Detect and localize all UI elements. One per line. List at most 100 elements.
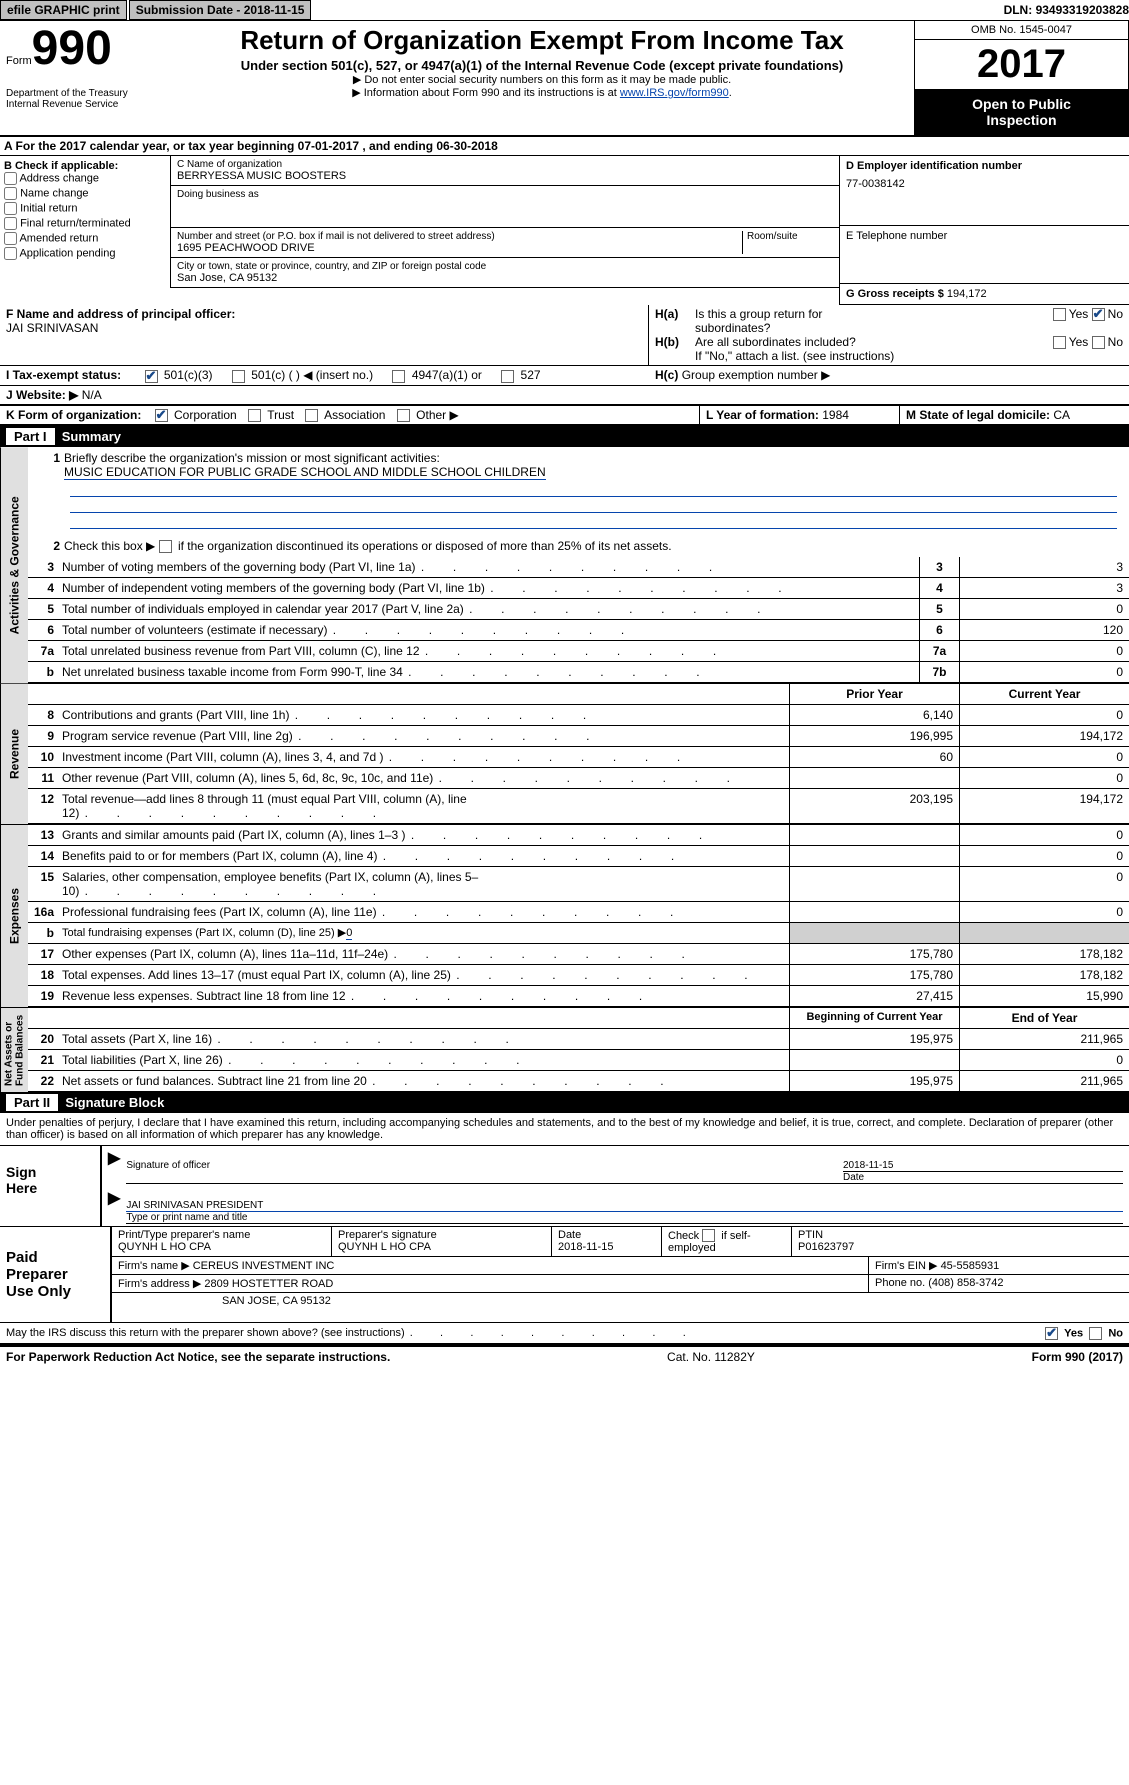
hb-no-checkbox[interactable] xyxy=(1092,336,1105,349)
city-value: San Jose, CA 95132 xyxy=(177,272,833,284)
irs-link[interactable]: www.IRS.gov/form990 xyxy=(620,87,729,99)
chk-discontinued[interactable] xyxy=(159,540,172,553)
chk-4947[interactable] xyxy=(392,370,405,383)
line-box: 3 xyxy=(919,557,959,577)
dba-label: Doing business as xyxy=(177,189,833,200)
line-16a: 16a Professional fundraising fees (Part … xyxy=(28,902,1129,923)
j-label: J Website: ▶ xyxy=(6,388,78,402)
form-footer: Form 990 (2017) xyxy=(1032,1350,1123,1364)
line-num: 14 xyxy=(28,846,58,866)
submission-button[interactable]: Submission Date - 2018-11-15 xyxy=(129,0,312,20)
prep-name: QUYNH L HO CPA xyxy=(118,1241,325,1253)
chk-501c[interactable] xyxy=(232,370,245,383)
fundraising-exp: 0 xyxy=(346,927,352,940)
chk-label: Name change xyxy=(20,187,89,199)
firm-ein-label: Firm's EIN ▶ xyxy=(875,1260,941,1272)
no-label: No xyxy=(1108,1328,1123,1340)
chk-trust[interactable] xyxy=(248,409,261,422)
address-label: Number and street (or P.O. box if mail i… xyxy=(177,231,738,242)
line-15: 15 Salaries, other compensation, employe… xyxy=(28,867,1129,902)
phone-value: (408) 858-3742 xyxy=(928,1277,1003,1289)
part2-label: Part II xyxy=(6,1094,58,1111)
dln-label: DLN: xyxy=(1004,3,1036,17)
chk-application-pending[interactable]: Application pending xyxy=(4,247,166,260)
line-14: 14 Benefits paid to or for members (Part… xyxy=(28,846,1129,867)
line-text: Grants and similar amounts paid (Part IX… xyxy=(58,825,789,845)
line-num: 11 xyxy=(28,768,58,788)
mission-text: MUSIC EDUCATION FOR PUBLIC GRADE SCHOOL … xyxy=(64,465,546,480)
line-text: Revenue less expenses. Subtract line 18 … xyxy=(58,986,789,1006)
governance-tab: Activities & Governance xyxy=(0,447,28,683)
current-value: 0 xyxy=(959,747,1129,767)
line-text: Other revenue (Part VIII, column (A), li… xyxy=(58,768,789,788)
discuss-yes-checkbox[interactable] xyxy=(1045,1327,1058,1340)
line-9: 9 Program service revenue (Part VIII, li… xyxy=(28,726,1129,747)
ha-no-checkbox[interactable] xyxy=(1092,308,1105,321)
current-year-header: Current Year xyxy=(959,684,1129,704)
line-num: 18 xyxy=(28,965,58,985)
line-value: 120 xyxy=(959,620,1129,640)
declaration-text: Under penalties of perjury, I declare th… xyxy=(0,1113,1129,1146)
firm-name-label: Firm's name ▶ xyxy=(118,1260,193,1272)
prior-value: 195,975 xyxy=(789,1029,959,1049)
chk-other[interactable] xyxy=(397,409,410,422)
line-text: Total number of volunteers (estimate if … xyxy=(58,620,919,640)
line-text: Total assets (Part X, line 16) xyxy=(58,1029,789,1049)
discuss-no-checkbox[interactable] xyxy=(1089,1327,1102,1340)
line-5: 5 Total number of individuals employed i… xyxy=(28,599,1129,620)
chk-label: Application pending xyxy=(19,247,115,259)
prior-value xyxy=(789,902,959,922)
efile-button[interactable]: efile GRAPHIC print xyxy=(0,0,127,20)
col-d-ein: D Employer identification number 77-0038… xyxy=(839,156,1129,305)
chk-527[interactable] xyxy=(501,370,514,383)
line-text: Total number of individuals employed in … xyxy=(58,599,919,619)
ein-label: D Employer identification number xyxy=(846,160,1123,172)
dba-cell: Doing business as xyxy=(170,186,839,228)
page-footer: For Paperwork Reduction Act Notice, see … xyxy=(0,1345,1129,1367)
sig-date: 2018-11-15 xyxy=(843,1160,1123,1172)
line2-text: Check this box ▶ if the organization dis… xyxy=(64,539,672,553)
col-b-checkboxes: B Check if applicable: Address change Na… xyxy=(0,156,170,305)
signature-block: Under penalties of perjury, I declare th… xyxy=(0,1113,1129,1345)
chk-initial-return[interactable]: Initial return xyxy=(4,202,166,215)
line-num: b xyxy=(28,662,58,682)
form-subtitle: Under section 501(c), 527, or 4947(a)(1)… xyxy=(176,58,908,73)
line-text: Benefits paid to or for members (Part IX… xyxy=(58,846,789,866)
current-value: 0 xyxy=(959,867,1129,901)
hb-yes-checkbox[interactable] xyxy=(1053,336,1066,349)
line-num: 22 xyxy=(28,1071,58,1091)
ptin-label: PTIN xyxy=(798,1229,1123,1241)
chk-amended-return[interactable]: Amended return xyxy=(4,232,166,245)
line-3: 3 Number of voting members of the govern… xyxy=(28,557,1129,578)
tel-cell: E Telephone number xyxy=(839,226,1129,284)
ha-yes-checkbox[interactable] xyxy=(1053,308,1066,321)
chk-name-change[interactable]: Name change xyxy=(4,187,166,200)
submission-label: Submission Date - xyxy=(136,3,244,17)
current-value: 0 xyxy=(959,1050,1129,1070)
sign-here-label: Sign Here xyxy=(0,1146,100,1226)
current-value: 211,965 xyxy=(959,1029,1129,1049)
chk-self-employed[interactable] xyxy=(702,1229,715,1242)
signature-field[interactable]: Signature of officer xyxy=(126,1148,843,1184)
line-num: 12 xyxy=(28,789,58,823)
line-num: 17 xyxy=(28,944,58,964)
opt-501c3: 501(c)(3) xyxy=(164,368,213,382)
header-center: Return of Organization Exempt From Incom… xyxy=(170,21,914,135)
line-value: 0 xyxy=(959,662,1129,682)
line-num: 16a xyxy=(28,902,58,922)
chk-address-change[interactable]: Address change xyxy=(4,172,166,185)
opt-corp: Corporation xyxy=(174,408,237,422)
chk-501c3[interactable] xyxy=(145,370,158,383)
line-num: 3 xyxy=(28,557,58,577)
part2-title: Signature Block xyxy=(65,1095,164,1110)
prep-date-label: Date xyxy=(558,1229,655,1241)
net-assets-section: Net Assets or Fund Balances Beginning of… xyxy=(0,1007,1129,1092)
line-box: 6 xyxy=(919,620,959,640)
chk-final-return[interactable]: Final return/terminated xyxy=(4,217,166,230)
info-text: ▶ Information about Form 990 and its ins… xyxy=(352,87,620,99)
chk-association[interactable] xyxy=(305,409,318,422)
grey-cell xyxy=(959,923,1129,943)
line-num: 5 xyxy=(28,599,58,619)
mission-blank-lines xyxy=(64,479,1123,531)
chk-corporation[interactable] xyxy=(155,409,168,422)
